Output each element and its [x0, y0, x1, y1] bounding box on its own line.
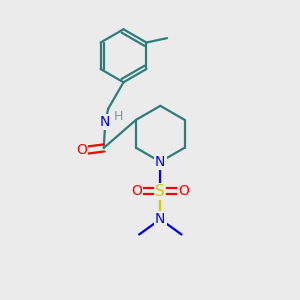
- Text: S: S: [155, 184, 165, 199]
- Text: N: N: [100, 115, 110, 129]
- Text: O: O: [131, 184, 142, 198]
- Text: O: O: [76, 143, 87, 157]
- Text: O: O: [178, 184, 189, 198]
- Text: H: H: [114, 110, 123, 123]
- Text: N: N: [155, 212, 166, 226]
- Text: N: N: [155, 155, 166, 169]
